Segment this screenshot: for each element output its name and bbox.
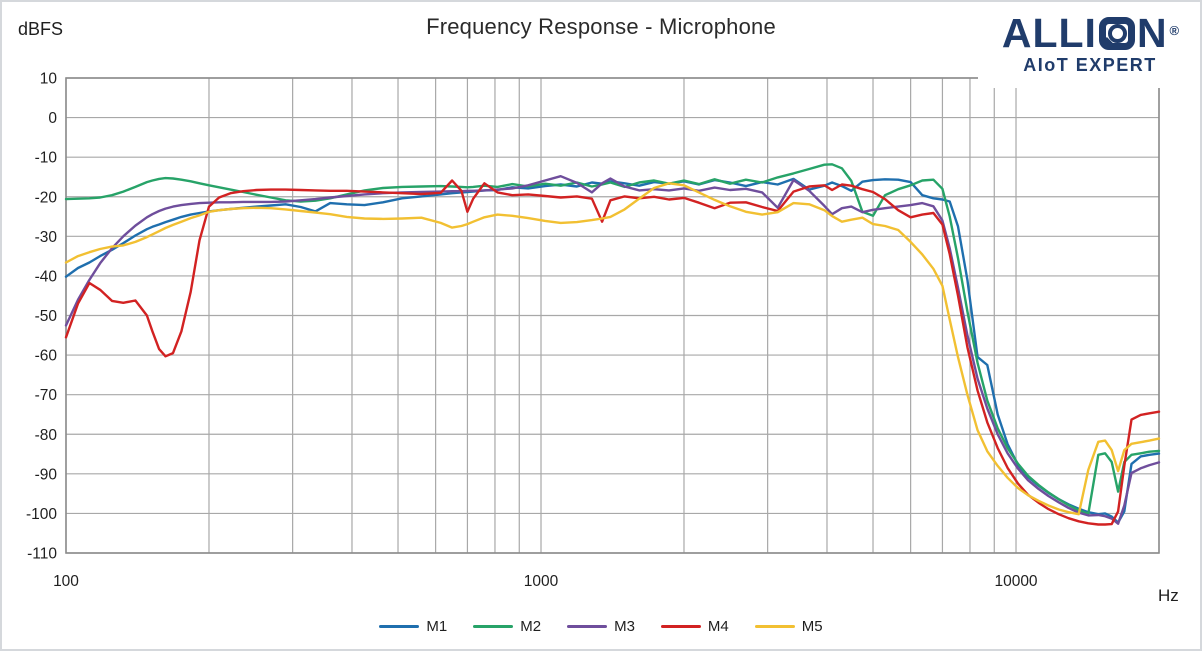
legend-item-m4: M4 (660, 618, 729, 635)
series-line-M1 (64, 177, 1161, 524)
legend-swatch (660, 625, 701, 628)
legend-swatch (567, 625, 608, 628)
legend-label: M4 (707, 618, 729, 635)
gridlines (65, 77, 1160, 554)
series-line-M4 (64, 179, 1161, 526)
legend-label: M2 (520, 618, 542, 635)
allion-logo: ALLI N ® AIoT EXPERT (978, 0, 1202, 88)
y-tick-label: -50 (35, 308, 58, 325)
x-axis-tick-labels: 100 1000 10000 (53, 573, 1038, 590)
x-tick-label: 1000 (524, 573, 559, 590)
series-line-M5 (64, 182, 1161, 516)
series-line-M2 (64, 163, 1161, 515)
y-tick-label: -90 (35, 466, 58, 483)
legend-item-m5: M5 (754, 618, 823, 635)
legend-label: M1 (426, 618, 448, 635)
magnifier-lens-icon (1098, 16, 1135, 50)
y-tick-label: -100 (26, 506, 57, 523)
legend-item-m2: M2 (473, 618, 541, 635)
y-axis-tick-labels: 10 0 -10 -20 -30 -40 -50 -60 -70 -80 -90 -100 -110 (26, 71, 57, 563)
registered-trademark-icon: ® (1169, 23, 1181, 38)
y-axis-unit-label: dBFS (18, 19, 64, 39)
x-axis-unit-label: Hz (1158, 586, 1179, 605)
legend-swatch (379, 625, 420, 628)
logo-tagline: AIoT EXPERT (1023, 55, 1157, 75)
x-tick-label: 100 (53, 573, 79, 590)
y-tick-label: 0 (48, 110, 57, 127)
y-tick-label: -110 (27, 546, 57, 563)
chart-legend: M1 M2 M3 M4 M5 (0, 618, 1202, 635)
legend-item-m1: M1 (379, 618, 447, 635)
legend-swatch (473, 625, 514, 628)
wordmark-text-right: N (1136, 10, 1168, 56)
allion-wordmark: ALLI N ® (1001, 10, 1181, 56)
y-tick-label: -40 (35, 268, 58, 285)
y-tick-label: -80 (35, 427, 58, 444)
plot-border (65, 77, 1160, 554)
legend-label: M3 (614, 618, 635, 635)
wordmark-text-left: ALLI (1001, 10, 1097, 56)
legend-swatch (754, 625, 795, 628)
legend-item-m3: M3 (567, 618, 635, 635)
chart-title: Frequency Response - Microphone (426, 14, 776, 39)
y-tick-label: -60 (35, 348, 58, 365)
legend-label: M5 (801, 618, 823, 635)
y-tick-label: -30 (35, 229, 58, 246)
y-tick-label: 10 (40, 71, 58, 88)
x-tick-label: 10000 (994, 573, 1037, 590)
y-tick-label: -10 (35, 150, 58, 167)
series-line-M3 (64, 174, 1161, 525)
y-tick-label: -20 (35, 189, 58, 206)
series-lines (64, 163, 1161, 526)
y-tick-label: -70 (35, 387, 58, 404)
